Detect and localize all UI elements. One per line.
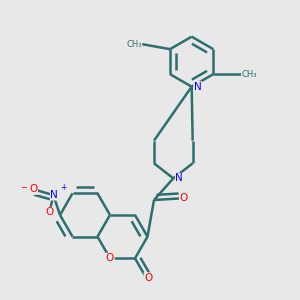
Text: +: +: [60, 182, 67, 191]
Text: N: N: [176, 173, 183, 183]
Text: O: O: [29, 184, 38, 194]
Text: O: O: [106, 253, 114, 263]
Text: O: O: [144, 273, 152, 283]
Text: N: N: [194, 82, 202, 92]
Text: O: O: [179, 193, 188, 203]
Text: −: −: [20, 183, 27, 192]
Text: CH₃: CH₃: [126, 40, 142, 49]
Text: N: N: [50, 190, 58, 200]
Text: O: O: [45, 207, 53, 217]
Text: CH₃: CH₃: [242, 70, 257, 79]
